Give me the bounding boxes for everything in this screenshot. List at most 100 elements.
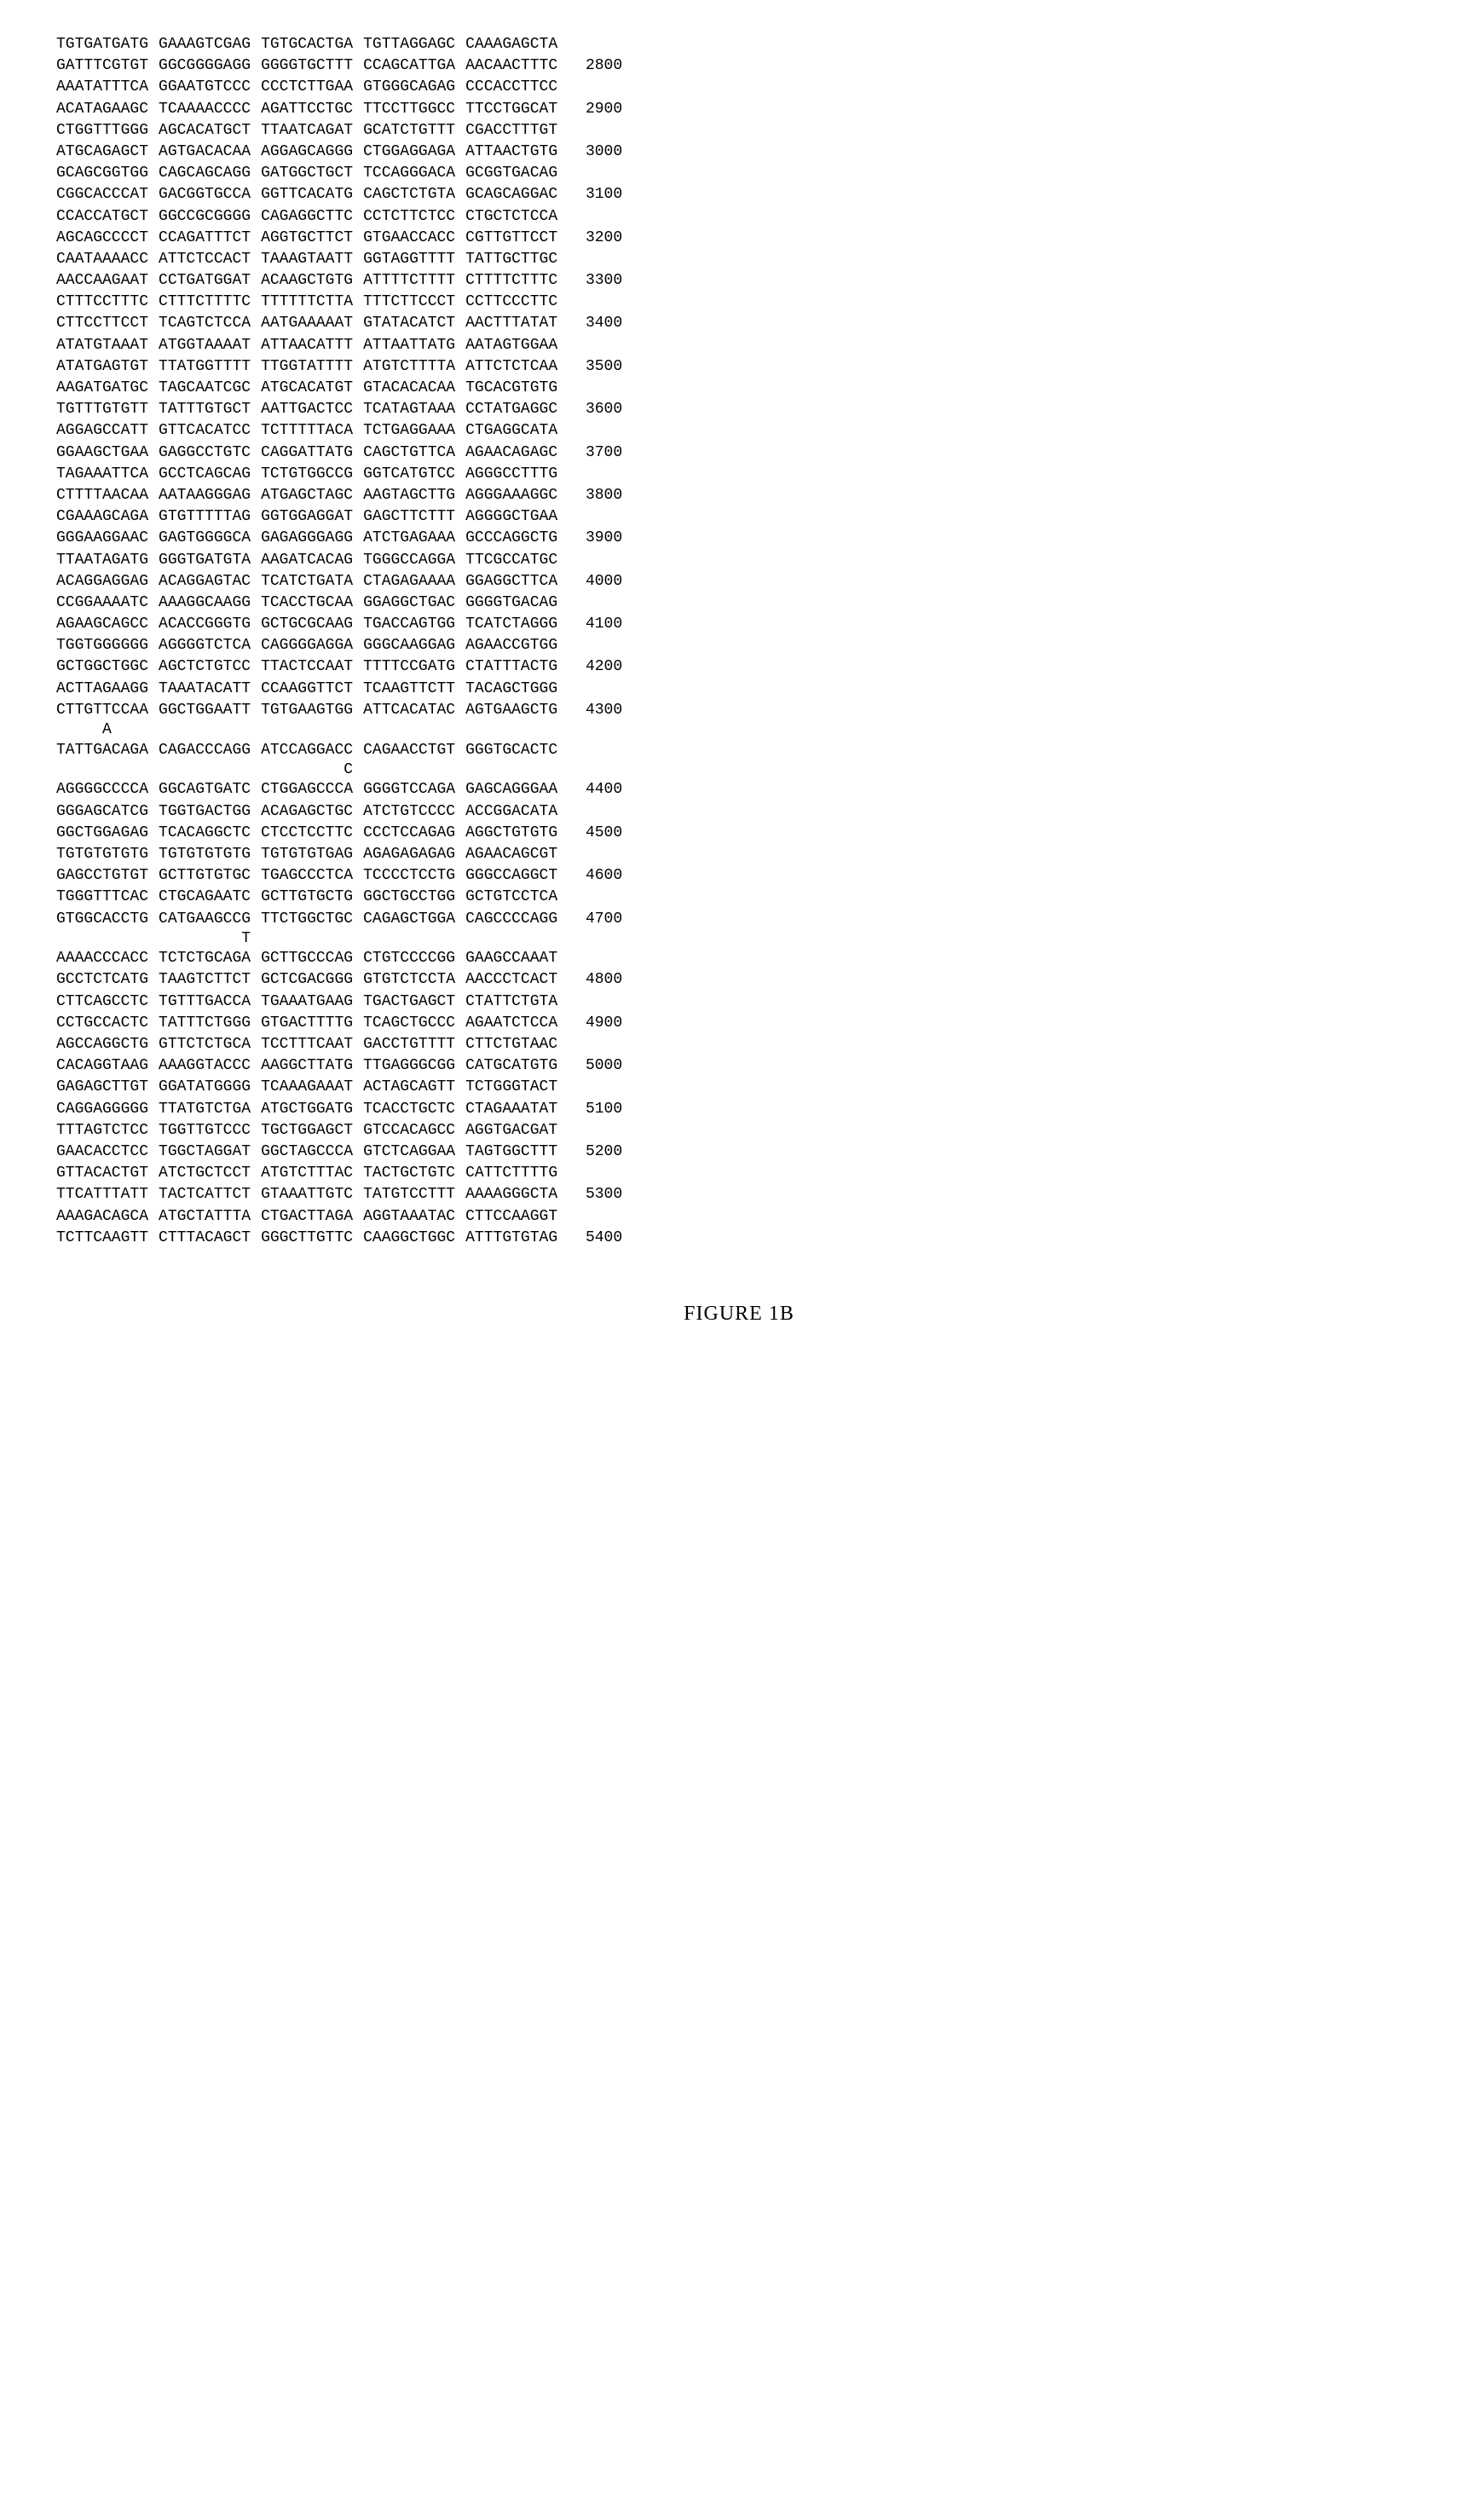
sequence-table: TGTGATGATGGAAAGTCGAGTGTGCACTGATGTTAGGAGC… (51, 34, 627, 1249)
sequence-block: TCATCTGATA (256, 571, 358, 592)
sequence-block: GCCTCTCATG (51, 969, 153, 991)
sequence-block: CAGGATTATG (256, 442, 358, 464)
position-cell: 5000 (563, 1055, 627, 1077)
sequence-row: AAAACCCACCTCTCTGCAGAGCTTGCCCAGCTGTCCCCGG… (51, 948, 627, 969)
sequence-block: CTGAGGCATA (460, 420, 563, 442)
sequence-block: TCTCTGCAGA (153, 948, 256, 969)
sequence-row: TCTTCAAGTTCTTTACAGCTGGGCTTGTTCCAAGGCTGGC… (51, 1228, 627, 1249)
sequence-block: CGAAAGCAGA (51, 506, 153, 528)
sequence-block: CTTGTTCCAA (51, 700, 153, 721)
sequence-block: GGGCTTGTTC (256, 1228, 358, 1249)
sequence-block: CAGCCCCAGG (460, 909, 563, 930)
sequence-block: TAGTGGCTTT (460, 1142, 563, 1163)
sequence-block: AACTTTATAT (460, 313, 563, 334)
position-cell: 4600 (563, 865, 627, 887)
sequence-block: ATATGAGTGT (51, 356, 153, 378)
sequence-block: GTGTTTTTAG (153, 506, 256, 528)
sequence-block: CCGGAAAATC (51, 592, 153, 614)
sequence-block: ATTCTCTCAA (460, 356, 563, 378)
position-cell (563, 1163, 627, 1184)
position-cell: 4100 (563, 614, 627, 635)
sequence-block: CCTTCCCTTC (460, 292, 563, 313)
sequence-block: GTGACTTTTG (256, 1013, 358, 1034)
sequence-block: AACCCTCACT (460, 969, 563, 991)
sequence-block: GTGAACCACC (358, 228, 460, 249)
sequence-annotation-cell (51, 761, 153, 780)
sequence-block: GTCTCAGGAA (358, 1142, 460, 1163)
sequence-block: TGAAATGAAG (256, 991, 358, 1013)
sequence-block: GAGAGCTTGT (51, 1077, 153, 1098)
sequence-block: TGAGCCCTCA (256, 865, 358, 887)
sequence-block: AGTGACACAA (153, 142, 256, 163)
sequence-annotation-cell: A (51, 721, 153, 740)
sequence-row: TATTGACAGACAGACCCAGGATCCAGGACCCAGAACCTGT… (51, 740, 627, 761)
sequence-block: GGCTGGAATT (153, 700, 256, 721)
sequence-block: GACCTGTTTT (358, 1034, 460, 1055)
position-cell (563, 930, 627, 949)
sequence-block: ACAGGAGGAG (51, 571, 153, 592)
sequence-row: GGAAGCTGAAGAGGCCTGTCCAGGATTATGCAGCTGTTCA… (51, 442, 627, 464)
sequence-block: CAGCTGTTCA (358, 442, 460, 464)
sequence-block: ATTAACTGTG (460, 142, 563, 163)
sequence-row: TAGAAATTCAGCCTCAGCAGTCTGTGGCCGGGTCATGTCC… (51, 464, 627, 485)
sequence-block: GGATATGGGG (153, 1077, 256, 1098)
sequence-block: GTAAATTGTC (256, 1184, 358, 1205)
sequence-block: TCACAGGCTC (153, 823, 256, 844)
sequence-row: CCGGAAAATCAAAGGCAAGGTCACCTGCAAGGAGGCTGAC… (51, 592, 627, 614)
position-cell: 3700 (563, 442, 627, 464)
sequence-block: TTATGGTTTT (153, 356, 256, 378)
sequence-block: TCAAGTTCTT (358, 679, 460, 700)
sequence-block: ATGCTATTTA (153, 1206, 256, 1228)
sequence-block: GGGGTGCTTT (256, 55, 358, 77)
sequence-block: GCCCAGGCTG (460, 528, 563, 549)
sequence-block: TGTTTGACCA (153, 991, 256, 1013)
sequence-row: GTTACACTGTATCTGCTCCTATGTCTTTACTACTGCTGTC… (51, 1163, 627, 1184)
sequence-block: ACAGAGCTGC (256, 801, 358, 823)
sequence-row: GCCTCTCATGTAAGTCTTCTGCTCGACGGGGTGTCTCCTA… (51, 969, 627, 991)
position-cell (563, 206, 627, 228)
sequence-block: TGGTGACTGG (153, 801, 256, 823)
sequence-block: CATTCTTTTG (460, 1163, 563, 1184)
sequence-row: AAGATGATGCTAGCAATCGCATGCACATGTGTACACACAA… (51, 378, 627, 399)
sequence-row: AAAGACAGCAATGCTATTTACTGACTTAGAAGGTAAATAC… (51, 1206, 627, 1228)
sequence-block: GCAGCAGGAC (460, 184, 563, 205)
sequence-block: TGACTGAGCT (358, 991, 460, 1013)
sequence-block: TCAAAACCCC (153, 99, 256, 120)
sequence-block: CCAAGGTTCT (256, 679, 358, 700)
sequence-block: TAAGTCTTCT (153, 969, 256, 991)
sequence-block: AGATTCCTGC (256, 99, 358, 120)
sequence-block: TCACCTGCTC (358, 1099, 460, 1120)
sequence-block: AGAAGCAGCC (51, 614, 153, 635)
sequence-block: ATTAACATTT (256, 335, 358, 356)
sequence-block: TCTGAGGAAA (358, 420, 460, 442)
sequence-block: AAGATCACAG (256, 550, 358, 571)
position-cell: 3100 (563, 184, 627, 205)
sequence-row: CGGCACCCATGACGGTGCCAGGTTCACATGCAGCTCTGTA… (51, 184, 627, 205)
sequence-block: TATTGACAGA (51, 740, 153, 761)
sequence-row: GGGAAGGAACGAGTGGGGCAGAGAGGGAGGATCTGAGAAA… (51, 528, 627, 549)
sequence-block: GTCCACAGCC (358, 1120, 460, 1142)
sequence-block: GTACACACAA (358, 378, 460, 399)
sequence-block: TTCCTGGCAT (460, 99, 563, 120)
sequence-block: CTTTCCTTTC (51, 292, 153, 313)
sequence-block: AAAGGCAAGG (153, 592, 256, 614)
sequence-annotation-cell (358, 721, 460, 740)
position-cell: 5400 (563, 1228, 627, 1249)
sequence-block: TTAATAGATG (51, 550, 153, 571)
sequence-block: CCTCTTCTCC (358, 206, 460, 228)
position-cell (563, 292, 627, 313)
sequence-block: TTTTCCGATG (358, 656, 460, 678)
sequence-block: CTTTCTTTTC (153, 292, 256, 313)
sequence-block: GGGCCAGGCT (460, 865, 563, 887)
sequence-block: GGTGGAGGAT (256, 506, 358, 528)
sequence-block: TTTAGTCTCC (51, 1120, 153, 1142)
sequence-block: GAGCTTCTTT (358, 506, 460, 528)
sequence-block: ACTAGCAGTT (358, 1077, 460, 1098)
sequence-block: AGGGGTCTCA (153, 635, 256, 656)
position-cell: 5300 (563, 1184, 627, 1205)
sequence-block: GCTTGTGCTG (256, 887, 358, 908)
position-cell (563, 801, 627, 823)
sequence-block: TGTTTGTGTT (51, 399, 153, 420)
position-cell: 3600 (563, 399, 627, 420)
sequence-row: ATGCAGAGCTAGTGACACAAAGGAGCAGGGCTGGAGGAGA… (51, 142, 627, 163)
